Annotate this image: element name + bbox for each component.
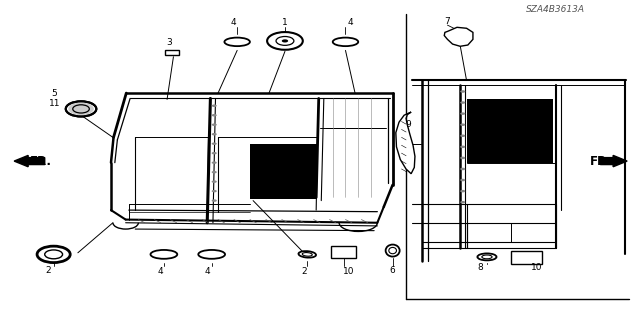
- Circle shape: [212, 114, 217, 116]
- Bar: [164, 50, 179, 56]
- Circle shape: [460, 123, 465, 126]
- Circle shape: [212, 161, 217, 164]
- Circle shape: [212, 171, 217, 174]
- Text: 8: 8: [477, 263, 483, 271]
- Circle shape: [45, 250, 63, 259]
- Bar: [250, 144, 317, 199]
- Circle shape: [73, 105, 90, 113]
- Ellipse shape: [150, 250, 177, 259]
- Circle shape: [460, 112, 465, 115]
- Circle shape: [460, 168, 465, 170]
- Ellipse shape: [477, 253, 497, 260]
- Bar: [511, 251, 541, 264]
- Text: 11: 11: [49, 99, 60, 108]
- Text: 9: 9: [405, 120, 411, 129]
- Ellipse shape: [302, 253, 312, 256]
- FancyArrow shape: [14, 155, 45, 167]
- Text: SZA4B3613A: SZA4B3613A: [526, 5, 585, 14]
- Circle shape: [212, 105, 217, 107]
- Text: 4: 4: [205, 267, 211, 276]
- Text: 5: 5: [51, 89, 57, 98]
- Circle shape: [37, 246, 70, 263]
- Circle shape: [282, 39, 288, 42]
- Text: 10: 10: [531, 263, 543, 271]
- Ellipse shape: [386, 245, 399, 256]
- Text: FR.: FR.: [30, 155, 52, 167]
- Text: 4: 4: [157, 267, 163, 276]
- Polygon shape: [444, 27, 473, 46]
- Bar: [332, 247, 356, 257]
- Circle shape: [460, 201, 465, 204]
- Circle shape: [212, 190, 217, 192]
- Circle shape: [212, 152, 217, 154]
- Circle shape: [212, 180, 217, 183]
- Bar: [467, 141, 502, 163]
- Ellipse shape: [389, 248, 396, 254]
- Ellipse shape: [298, 251, 316, 258]
- Text: 2: 2: [45, 266, 51, 275]
- Circle shape: [276, 36, 294, 45]
- Circle shape: [267, 32, 303, 50]
- Circle shape: [460, 101, 465, 104]
- Circle shape: [212, 123, 217, 126]
- FancyArrow shape: [600, 155, 627, 167]
- Text: 3: 3: [167, 38, 173, 47]
- Text: 1: 1: [282, 19, 288, 27]
- Circle shape: [212, 142, 217, 145]
- Text: 6: 6: [390, 266, 396, 275]
- Circle shape: [212, 199, 217, 202]
- Text: FR.: FR.: [589, 155, 611, 167]
- Ellipse shape: [333, 38, 358, 46]
- Circle shape: [460, 190, 465, 192]
- Bar: [467, 100, 552, 163]
- Circle shape: [79, 108, 84, 110]
- Circle shape: [68, 103, 94, 115]
- Text: 2: 2: [301, 267, 307, 276]
- Ellipse shape: [225, 38, 250, 46]
- Circle shape: [66, 101, 97, 116]
- Text: 10: 10: [343, 267, 355, 276]
- Ellipse shape: [482, 255, 492, 259]
- Text: 7: 7: [445, 18, 451, 26]
- Circle shape: [460, 145, 465, 148]
- Circle shape: [460, 90, 465, 93]
- Text: 4: 4: [230, 19, 236, 27]
- Circle shape: [460, 135, 465, 137]
- Text: 4: 4: [348, 19, 353, 27]
- Circle shape: [460, 157, 465, 159]
- Polygon shape: [396, 112, 415, 174]
- Circle shape: [212, 133, 217, 136]
- Circle shape: [460, 179, 465, 181]
- Ellipse shape: [198, 250, 225, 259]
